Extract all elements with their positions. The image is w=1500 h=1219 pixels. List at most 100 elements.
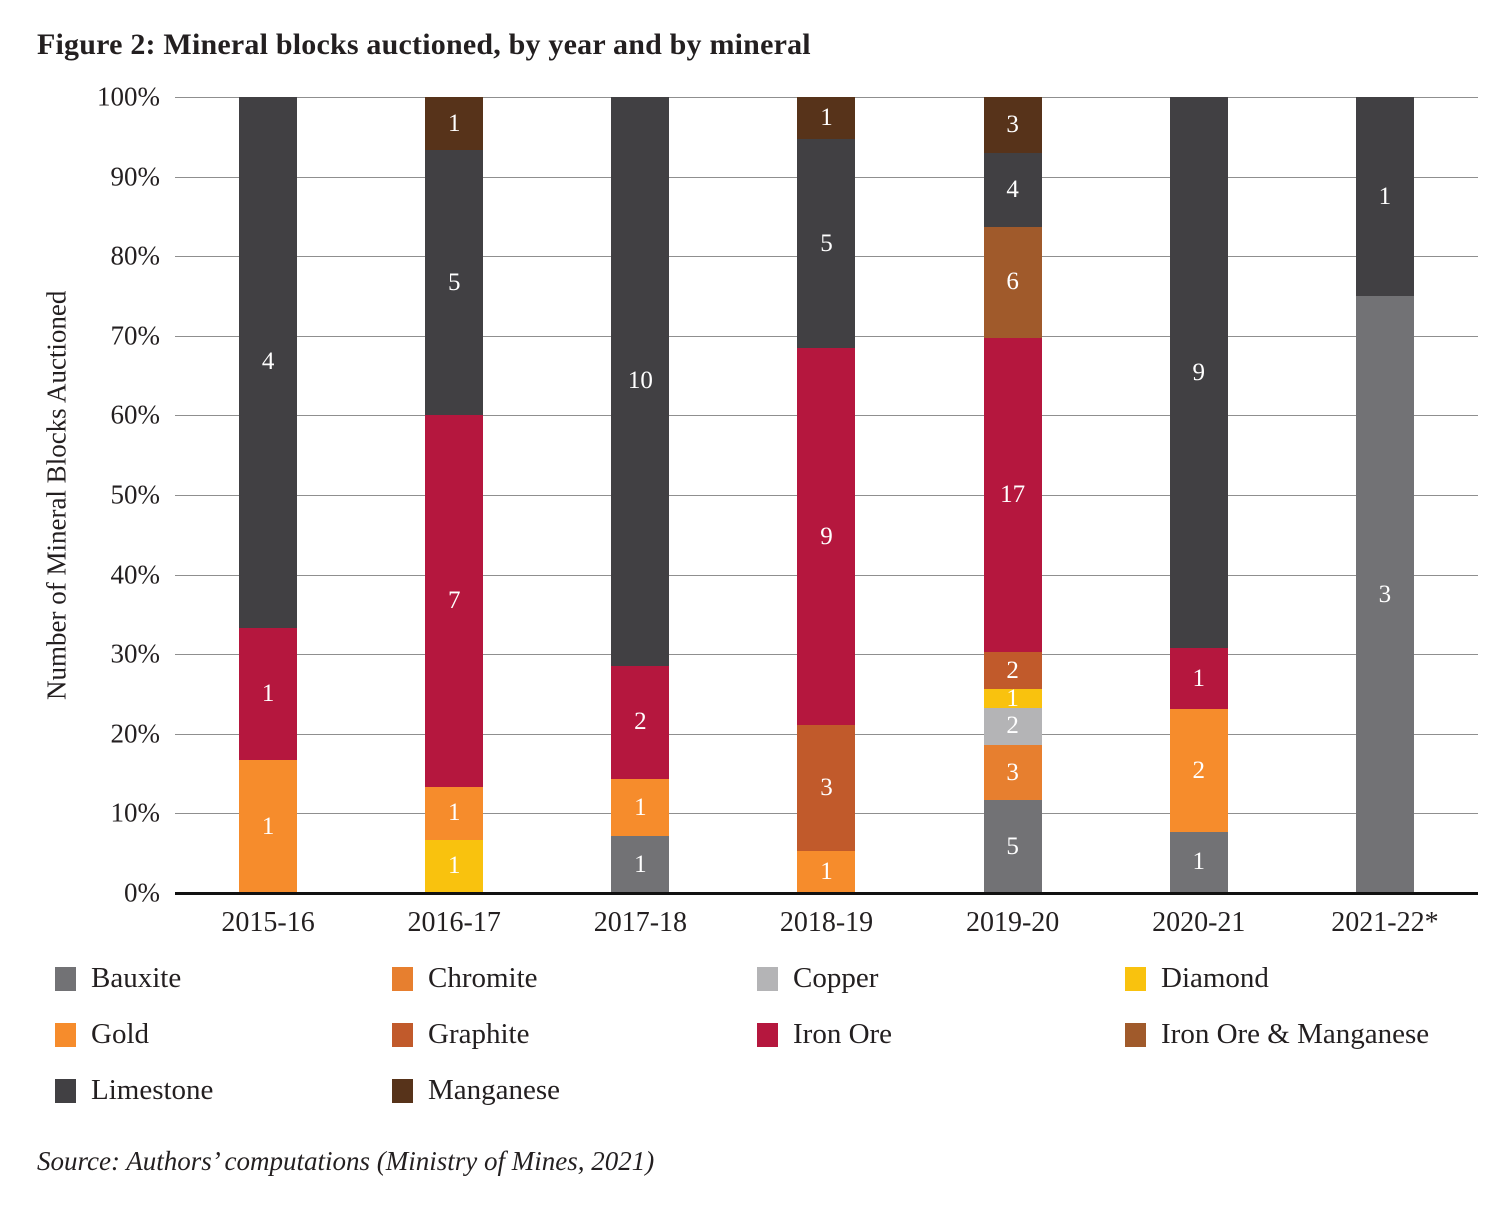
x-tick-label: 2019-20 xyxy=(965,907,1060,938)
y-tick-label: 30% xyxy=(110,638,161,669)
legend-swatch-icon xyxy=(757,966,778,991)
chart-legend: Bauxite Chromite Copper Diamond Gold Graphite… xyxy=(55,962,1475,1107)
bar-segment: 5 xyxy=(425,150,484,416)
x-tick-label: 2018-19 xyxy=(779,907,874,938)
legend-label: Copper xyxy=(793,962,879,994)
legend-label: Manganese xyxy=(428,1074,561,1106)
legend-swatch-icon xyxy=(1125,966,1146,991)
legend-label: Chromite xyxy=(428,962,538,994)
stacked-bar-2019-20: 5 3 2 1 2 17 6 4 3 xyxy=(983,97,1042,893)
bar-segment: 6 xyxy=(983,226,1042,338)
legend-label: Graphite xyxy=(428,1018,530,1050)
legend-label: Limestone xyxy=(91,1074,214,1106)
legend-label: Diamond xyxy=(1161,962,1269,994)
bar-slot-2019-20: 5 3 2 1 2 17 6 4 3 xyxy=(920,97,1106,893)
figure-title: Figure 2: Mineral blocks auctioned, by y… xyxy=(37,28,811,61)
bar-segment: 1 xyxy=(611,836,670,893)
bar-segment: 7 xyxy=(425,415,484,787)
legend-swatch-icon xyxy=(392,966,413,991)
legend-label: Iron Ore & Manganese xyxy=(1161,1018,1430,1050)
x-tick-label: 2016-17 xyxy=(407,907,501,938)
bar-segment: 2 xyxy=(611,665,670,780)
legend-swatch-icon xyxy=(392,1022,413,1047)
bar-segment: 3 xyxy=(983,97,1042,153)
bar-segment: 4 xyxy=(239,97,298,628)
bar-segment: 2 xyxy=(1169,709,1228,832)
bar-segment: 1 xyxy=(239,627,298,761)
x-tick-label: 2017-18 xyxy=(593,907,688,938)
legend-swatch-icon xyxy=(392,1078,413,1103)
x-tick-label: 2020-21 xyxy=(1152,907,1246,938)
legend-swatch-icon xyxy=(55,1078,76,1103)
bar-segment: 1 xyxy=(425,97,484,151)
bar-slot-2017-18: 1 1 2 10 xyxy=(547,97,733,893)
legend-item-gold: Gold xyxy=(55,1018,392,1051)
x-axis-tick-labels: 2015-16 2016-17 2017-18 2018-19 2019-20 2020-… xyxy=(175,907,1478,939)
legend-item-manganese: Manganese xyxy=(392,1074,757,1107)
x-tick-label: 2015-16 xyxy=(221,907,315,938)
legend-item-diamond: Diamond xyxy=(1125,962,1475,995)
y-tick-label: 60% xyxy=(110,399,161,430)
x-tick-label: 2021-22* xyxy=(1331,907,1439,938)
bar-segment: 17 xyxy=(983,337,1042,653)
legend-item-copper: Copper xyxy=(757,962,1125,995)
chart-plot-area: 1 1 4 1 1 7 5 1 1 1 2 10 1 3 9 5 1 5 3 2 1 2 17 6 4 3 1 2 1 9 3 1 xyxy=(175,97,1478,895)
bar-segment: 1 xyxy=(1355,97,1414,296)
y-tick-label: 50% xyxy=(110,479,161,510)
legend-item-iron-ore: Iron Ore xyxy=(757,1018,1125,1051)
bar-segment: 1 xyxy=(239,760,298,893)
y-tick-label: 20% xyxy=(110,718,161,749)
legend-swatch-icon xyxy=(1125,1022,1146,1047)
bars-container: 1 1 4 1 1 7 5 1 1 1 2 10 1 3 9 5 1 5 3 2 1 2 17 6 4 3 1 2 1 9 3 1 xyxy=(175,97,1478,893)
bar-segment: 1 xyxy=(797,97,856,139)
bar-segment: 3 xyxy=(983,744,1042,801)
bar-segment: 9 xyxy=(1169,97,1228,649)
y-tick-label: 10% xyxy=(110,797,161,828)
legend-swatch-icon xyxy=(55,1022,76,1047)
y-tick-label: 80% xyxy=(110,240,161,271)
y-tick-label: 0% xyxy=(124,877,160,908)
y-tick-label: 90% xyxy=(110,161,161,192)
bar-segment: 9 xyxy=(797,348,856,726)
x-axis-line xyxy=(175,892,1478,895)
bar-segment: 3 xyxy=(1355,296,1414,893)
bar-segment: 5 xyxy=(797,138,856,349)
y-tick-label: 100% xyxy=(97,81,160,112)
bar-segment: 1 xyxy=(425,786,484,840)
bar-segment: 1 xyxy=(797,851,856,893)
bar-segment: 1 xyxy=(425,839,484,893)
bar-segment: 4 xyxy=(983,152,1042,227)
legend-swatch-icon xyxy=(757,1022,778,1047)
bar-segment: 2 xyxy=(983,652,1042,690)
bar-segment: 1 xyxy=(983,686,1042,711)
bar-segment: 1 xyxy=(1169,831,1228,893)
bar-segment: 3 xyxy=(797,725,856,852)
legend-item-graphite: Graphite xyxy=(392,1018,757,1051)
bar-segment: 5 xyxy=(983,800,1042,893)
y-tick-label: 40% xyxy=(110,559,161,590)
stacked-bar-2017-18: 1 1 2 10 xyxy=(611,97,670,893)
y-tick-label: 70% xyxy=(110,320,161,351)
legend-label: Gold xyxy=(91,1018,149,1050)
legend-item-iron-ore-manganese: Iron Ore & Manganese xyxy=(1125,1018,1475,1051)
legend-item-bauxite: Bauxite xyxy=(55,962,392,995)
legend-swatch-icon xyxy=(55,966,76,991)
legend-label: Bauxite xyxy=(91,962,182,994)
y-axis-tick-labels: 0% 10% 20% 30% 40% 50% 60% 70% 80% 90% 100% xyxy=(0,82,161,908)
bar-segment: 1 xyxy=(1169,648,1228,710)
source-note: Source: Authors’ computations (Ministry … xyxy=(37,1146,655,1176)
bar-segment: 2 xyxy=(983,707,1042,745)
bar-segment: 10 xyxy=(611,97,670,666)
legend-item-limestone: Limestone xyxy=(55,1074,392,1107)
bar-segment: 1 xyxy=(611,779,670,837)
